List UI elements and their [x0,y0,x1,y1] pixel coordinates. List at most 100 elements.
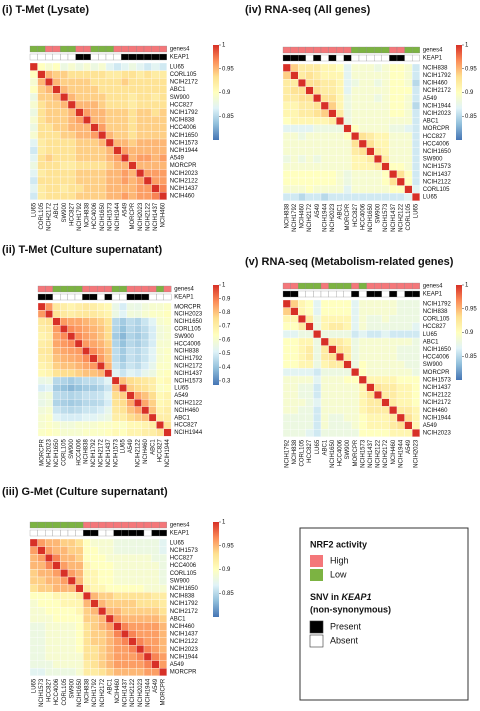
heatmap-cell [45,607,53,616]
heatmap-cell [396,345,405,354]
heatmap-cell [52,70,61,79]
annotation-cell [90,53,99,61]
heatmap-cell [37,325,46,333]
heatmap-cell [52,78,61,86]
row-label: HCC4006 [170,125,197,131]
heatmap-cell [159,100,167,109]
heatmap-cell [134,354,142,363]
heatmap-cell [305,177,314,186]
column-label: MORCPR [345,203,351,230]
heatmap-cell [358,177,367,186]
heatmap-cell [156,428,164,437]
heatmap-cell [404,86,413,95]
heatmap-cell [98,169,107,178]
heatmap-cell [136,176,145,185]
heatmap-cell [366,368,375,377]
annotation-cell [298,290,306,298]
heatmap-cell [141,310,150,318]
heatmap-cell [305,383,314,392]
heatmap-cell [119,339,127,348]
heatmap-cell [37,317,46,326]
heatmap-cell [37,192,46,200]
heatmap-cell [366,170,375,179]
heatmap-cell [83,607,91,616]
heatmap-cell [60,192,69,200]
heatmap-cell [67,421,76,429]
heatmap-cell [298,63,306,72]
heatmap-cell [75,660,84,669]
heatmap-cell [290,155,299,163]
heatmap-cell [396,375,405,384]
heatmap-cell [404,132,413,141]
heatmap-cell [121,116,129,124]
annotation-cell [374,290,382,298]
heatmap-cell [305,330,314,339]
heatmap-cell [136,62,145,71]
heatmap-cell [305,132,314,141]
heatmap-cell [351,337,360,346]
annotation-cell [60,53,69,61]
annotation-cell [105,45,114,53]
heatmap-cell [60,399,68,407]
annotation-cell [305,290,314,298]
annotation-cell [396,290,405,298]
colorbar-tick-label: 0.9 [465,90,474,96]
heatmap-cell [74,302,83,311]
annotation-cell [336,290,344,298]
heatmap-cell [89,339,98,348]
heatmap-cell [282,360,291,369]
heatmap-cell [148,347,157,355]
heatmap-cell [136,561,145,570]
colorbar [213,522,219,617]
heatmap-cell [90,584,99,593]
row-label: NCIH2172 [423,400,452,406]
heatmap-cell [343,63,352,72]
annotation-cell [343,54,352,62]
heatmap-cell [143,554,152,562]
heatmap-cell [29,622,38,631]
heatmap-cell [67,192,76,200]
heatmap-cell [358,398,367,407]
heatmap-cell [148,428,157,437]
heatmap-cell [74,384,83,392]
heatmap-cell [151,561,160,570]
heatmap-cell [290,322,299,331]
heatmap-cell [136,554,145,562]
heatmap-cell [67,384,76,392]
heatmap-cell [343,162,352,171]
heatmap-cell [366,63,375,72]
heatmap-cell [136,192,145,200]
annotation-cell [45,293,53,301]
heatmap-cell [282,71,291,80]
annotation-cell [67,529,76,537]
heatmap-cell [98,184,107,193]
heatmap-cell [374,345,382,354]
heatmap-cell [60,428,68,437]
heatmap-cell [159,108,167,117]
heatmap-cell [136,538,145,547]
heatmap-cell [151,652,160,661]
heatmap-cell [143,599,152,608]
heatmap-cell [336,63,344,72]
heatmap-cell [404,406,413,415]
heatmap-cell [336,79,344,87]
row-label: A549 [423,96,438,102]
heatmap-cell [113,131,122,140]
annotation-cell [83,521,91,529]
heatmap-cell [151,70,160,79]
row-label: MORCPR [423,370,450,376]
heatmap-cell [305,307,314,316]
row-label: CORL105 [170,571,197,577]
heatmap-cell [351,383,360,392]
heatmap-cell [45,391,53,400]
heatmap-cell [113,154,122,162]
heatmap-cell [143,584,152,593]
heatmap-cell [290,132,299,141]
heatmap-cell [290,375,299,384]
heatmap-cell [83,154,91,162]
heatmap-cell [105,123,114,132]
heatmap-cell [121,599,129,608]
heatmap-cell [374,360,382,369]
heatmap-cell [45,332,53,341]
heatmap-cell [105,645,114,654]
